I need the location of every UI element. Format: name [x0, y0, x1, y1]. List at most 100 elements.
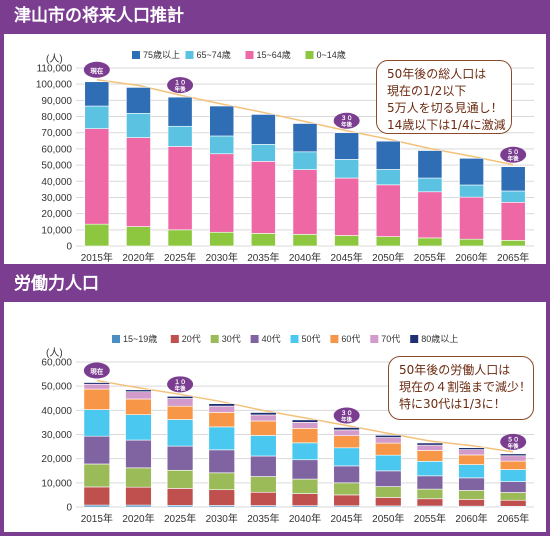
- labor-bar-segment: [291, 421, 319, 429]
- population-bar-segment: [459, 238, 484, 247]
- population-unit-label: (人): [46, 53, 63, 65]
- population-legend-swatch: [185, 51, 194, 59]
- labor-badge-label: １０: [174, 378, 186, 386]
- labor-badge: [83, 362, 110, 379]
- labor-legend-swatch: [210, 335, 219, 343]
- labor-bar-segment: [499, 455, 527, 462]
- population-legend-label: 15~64歳: [257, 49, 291, 60]
- labor-bar-segment: [250, 455, 277, 477]
- population-bar-segment: [500, 240, 526, 247]
- labor-bar-segment: [375, 435, 402, 438]
- population-bar-segment: [250, 233, 276, 247]
- labor-bar-segment: [458, 477, 485, 491]
- population-y-tick-label: 90,000: [41, 96, 72, 107]
- labor-legend-label: 40代: [262, 334, 281, 344]
- population-bar-segment: [459, 196, 484, 240]
- labor-bar-segment: [416, 475, 444, 490]
- population-bar-segment: [126, 87, 151, 114]
- population-bar-segment: [84, 81, 110, 107]
- labor-bar-segment: [83, 409, 111, 437]
- population-y-tick-label: 40,000: [41, 177, 72, 188]
- population-bar-segment: [500, 166, 526, 192]
- labor-bar-segment: [458, 499, 485, 507]
- population-x-tick-label: 2055年: [414, 251, 446, 264]
- labor-y-tick-label: 60,000: [41, 358, 72, 369]
- labor-unit-label: (人): [46, 347, 63, 359]
- population-bar-segment: [375, 184, 401, 237]
- labor-legend-swatch: [370, 335, 379, 343]
- population-legend-label: 0~14歳: [317, 49, 346, 60]
- population-bar-segment: [334, 132, 360, 160]
- population-bar-segment: [375, 140, 401, 170]
- labor-bar-segment: [291, 442, 319, 461]
- labor-legend-swatch: [170, 335, 179, 343]
- labor-bar-segment: [250, 435, 277, 457]
- population-bar-segment: [500, 190, 526, 203]
- labor-x-tick-label: 2055年: [414, 512, 446, 525]
- labor-bar-segment: [291, 478, 319, 494]
- population-y-tick-label: 20,000: [41, 209, 72, 220]
- labor-bar-segment: [166, 396, 194, 399]
- labor-bar-segment: [333, 465, 360, 484]
- population-bar-segment: [250, 144, 276, 162]
- labor-x-tick-label: 2040年: [289, 512, 321, 525]
- population-callout-line: 現在の1/2以下: [387, 84, 467, 98]
- population-bar-segment: [334, 177, 360, 236]
- labor-x-tick-label: 2020年: [122, 512, 154, 525]
- population-bar-segment: [167, 146, 193, 231]
- population-bar-segment: [250, 114, 276, 145]
- population-x-tick-label: 2065年: [497, 251, 529, 264]
- population-bar-segment: [250, 161, 276, 234]
- labor-bar-segment: [166, 488, 194, 506]
- labor-x-tick-label: 2060年: [455, 512, 487, 525]
- population-badge-label: １０: [174, 79, 186, 87]
- population-badge: [83, 61, 110, 78]
- population-x-tick-label: 2025年: [164, 251, 196, 264]
- labor-y-tick-label: 10,000: [41, 478, 72, 489]
- population-legend-label: 75歳以上: [143, 49, 180, 60]
- labor-bar-segment: [499, 469, 527, 482]
- population-bar-segment: [167, 229, 193, 247]
- labor-bar-segment: [208, 403, 235, 407]
- population-trend-line: [96, 79, 514, 166]
- labor-bar-segment: [250, 412, 277, 416]
- population-bar-segment: [126, 226, 151, 247]
- population-legend-label: 65~74歳: [197, 49, 231, 60]
- labor-legend-swatch: [250, 335, 259, 343]
- labor-bar-segment: [125, 467, 152, 488]
- population-bar-segment: [209, 153, 235, 233]
- population-badge: [167, 77, 194, 94]
- population-bar-segment: [292, 151, 318, 170]
- labor-bar-segment: [291, 428, 319, 444]
- labor-bar-segment: [250, 491, 277, 506]
- population-badge-label: 年後: [508, 155, 520, 163]
- labor-bar-segment: [375, 442, 402, 456]
- labor-bar-segment: [83, 435, 111, 465]
- labor-legend-label: 70代: [381, 334, 400, 344]
- population-x-tick-label: 2045年: [331, 251, 363, 264]
- population-bar-segment: [209, 231, 235, 247]
- labor-bar-segment: [125, 391, 152, 400]
- labor-section-title: 労働力人口: [14, 274, 99, 294]
- labor-legend-label: 15~19歳: [123, 333, 157, 344]
- population-x-tick-label: 2030年: [206, 251, 238, 264]
- labor-bar-segment: [83, 463, 111, 488]
- population-badge-label: 年後: [341, 121, 353, 129]
- labor-bar-segment: [333, 427, 360, 431]
- population-bar-segment: [84, 105, 110, 129]
- labor-x-tick-label: 2065年: [497, 512, 529, 525]
- labor-bar-segment: [83, 486, 111, 506]
- population-legend-swatch: [132, 51, 140, 59]
- labor-bar-segment: [458, 454, 485, 465]
- population-y-tick-label: 100,000: [36, 80, 73, 91]
- labor-bar-segment: [83, 382, 111, 385]
- labor-bar-segment: [208, 426, 235, 451]
- labor-bar-segment: [291, 419, 319, 423]
- population-bar-segment: [459, 184, 484, 198]
- population-x-tick-label: 2015年: [81, 251, 113, 264]
- labor-badge-label: ５０: [507, 435, 519, 443]
- labor-bar-segment: [375, 470, 402, 487]
- labor-bar-segment: [208, 449, 235, 474]
- labor-legend-label: 80歳以上: [421, 333, 458, 344]
- labor-bar-segment: [208, 472, 235, 491]
